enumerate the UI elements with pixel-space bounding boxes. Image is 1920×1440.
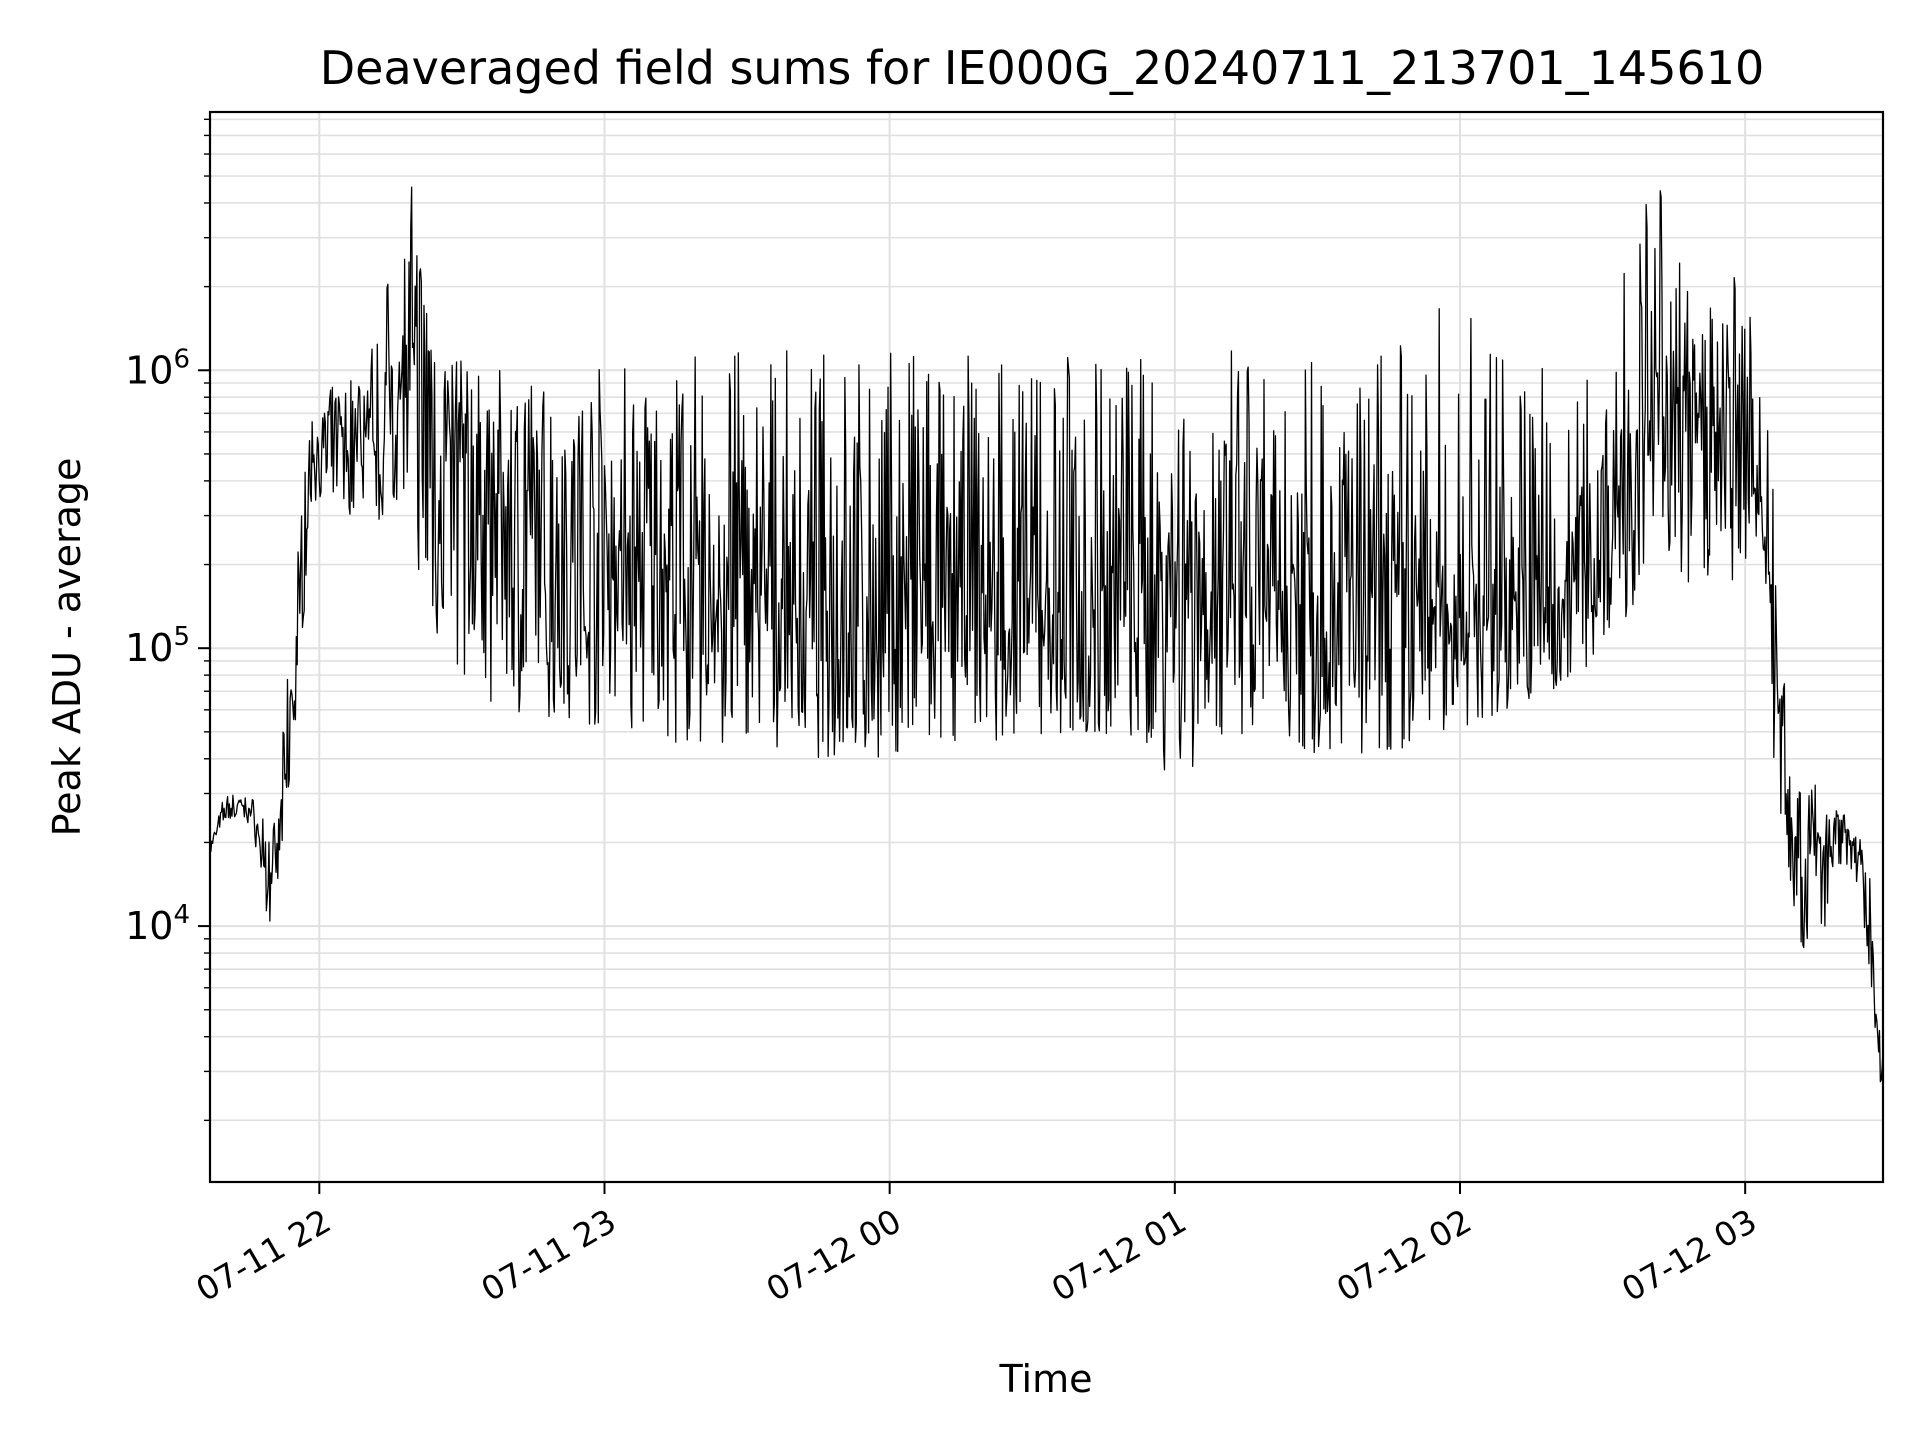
y-tick-label: 104: [125, 900, 190, 948]
y-tick-label: 105: [125, 622, 190, 670]
plot-frame: [208, 110, 1885, 1184]
y-tick-label: 106: [125, 344, 190, 392]
grid: [210, 112, 1883, 1182]
series-line: [209, 186, 1884, 1083]
chart-title: Deaveraged field sums for IE000G_2024071…: [320, 41, 1765, 95]
x-axis-label: Time: [999, 1357, 1093, 1401]
y-axis: 104 105 106: [125, 118, 210, 1122]
y-axis-label: Peak ADU - average: [45, 458, 89, 837]
series-layer: [209, 186, 1884, 1083]
